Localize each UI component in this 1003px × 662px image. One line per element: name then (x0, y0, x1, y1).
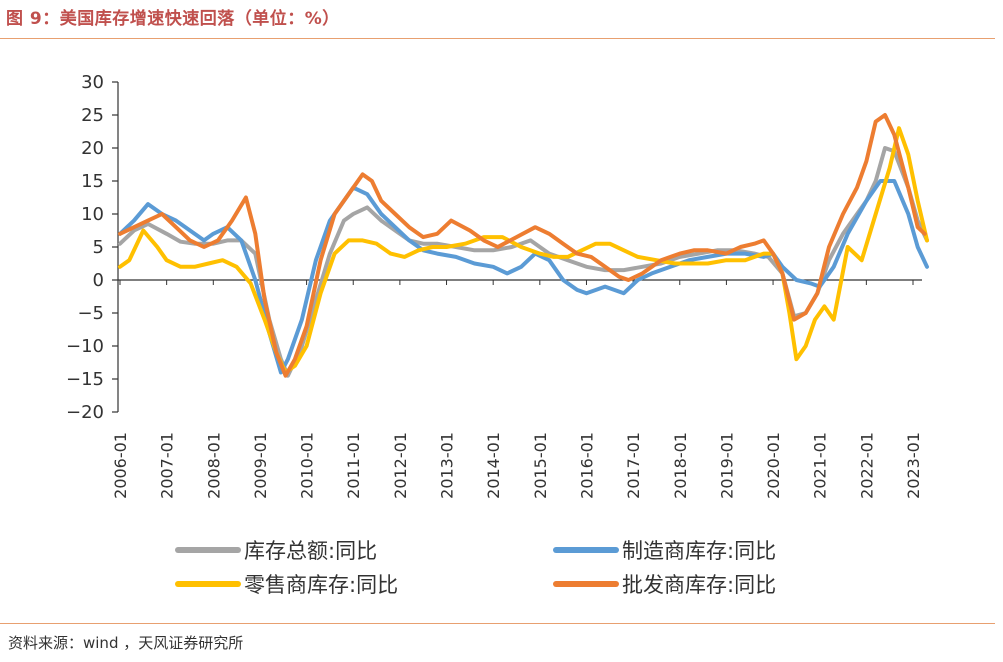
series-line-4 (118, 113, 927, 378)
x-tick-label: 2022-01 (857, 432, 876, 499)
y-tick-label: −15 (66, 369, 104, 390)
x-tick-label: 2017-01 (624, 432, 643, 499)
x-tick-label: 2013-01 (438, 432, 457, 499)
title-divider (0, 38, 995, 39)
series-line-2 (118, 179, 929, 375)
x-tick-label: 2021-01 (811, 432, 830, 499)
legend-label-1: 库存总额:同比 (244, 539, 377, 563)
y-tick-label: 0 (93, 270, 104, 291)
y-tick-label: 10 (81, 204, 104, 225)
y-tick-label: 25 (81, 105, 104, 126)
chart-axes: 30 25 20 15 10 5 0 −5 −10 −15 −20 2006-01 2007-01 200… (66, 72, 923, 499)
y-tick-label: 20 (81, 138, 104, 159)
x-tick-label: 2019-01 (717, 432, 736, 499)
x-tick-label: 2009-01 (251, 432, 270, 499)
x-tick-label: 2018-01 (671, 432, 690, 499)
x-tick-label: 2008-01 (204, 432, 223, 499)
x-tick-label: 2007-01 (158, 432, 177, 499)
y-tick-label: 5 (93, 237, 104, 258)
y-tick-label: −10 (66, 336, 104, 357)
y-tick-label: 30 (81, 72, 104, 93)
x-tick-label: 2012-01 (391, 432, 410, 499)
figure-title: 图 9：美国库存增速快速回落（单位：%） (6, 9, 340, 29)
legend-label-3: 零售商库存:同比 (244, 573, 398, 597)
x-tick-label: 2023-01 (904, 432, 923, 499)
x-tick-label: 2010-01 (298, 432, 317, 499)
legend-label-4: 批发商库存:同比 (622, 573, 776, 597)
footer-divider (0, 623, 995, 624)
x-tick-label: 2014-01 (484, 432, 503, 499)
x-tick-label: 2016-01 (577, 432, 596, 499)
x-tick-label: 2015-01 (531, 432, 550, 499)
x-tick-label: 2011-01 (344, 432, 363, 499)
series-line-3 (118, 126, 929, 375)
y-tick-label: −20 (66, 402, 104, 423)
y-tick-label: 15 (81, 171, 104, 192)
source-note: 资料来源：wind ，天风证券研究所 (8, 634, 244, 652)
x-tick-label: 2020-01 (764, 432, 783, 499)
legend-label-2: 制造商库存:同比 (622, 539, 776, 563)
chart-series (118, 113, 929, 378)
y-tick-label: −5 (77, 303, 104, 324)
x-tick-label: 2006-01 (111, 432, 130, 499)
